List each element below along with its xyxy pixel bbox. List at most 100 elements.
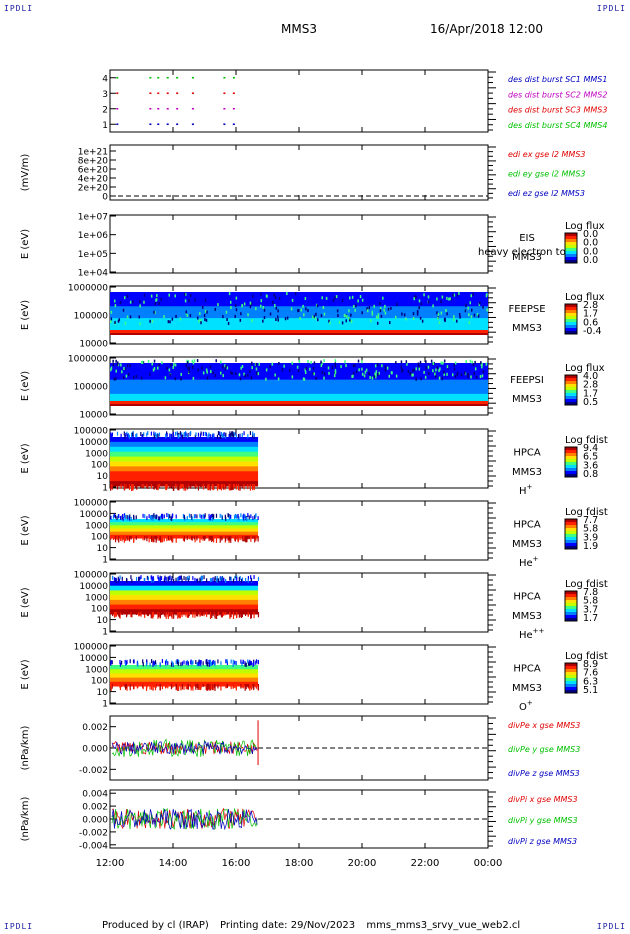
cbar-swatch-feepsi <box>565 378 577 382</box>
spectrogram-pixel-feepsi <box>231 371 233 375</box>
spectrogram-pixel-feepsi <box>355 370 358 374</box>
cbar-swatch-feepsi <box>565 387 577 391</box>
spectrogram-pixel-hpca_o <box>120 660 123 665</box>
spectrogram-pixel-feepse <box>334 296 336 300</box>
spectrogram-pixel-feepse <box>250 302 253 306</box>
series-line-divpe-1 <box>111 738 258 758</box>
spectrogram-pixel-hpca_h <box>153 484 155 490</box>
spectrogram-pixel-feepsi <box>481 365 483 369</box>
spectrogram-pixel-hpca_o <box>196 662 198 667</box>
spectrogram-pixel-hpca_h <box>143 484 145 488</box>
spectrogram-pixel-feepsi <box>374 372 376 376</box>
cbar-tick-feepsi: 0.5 <box>583 397 598 408</box>
spectrogram-pixel-feepse <box>200 321 202 325</box>
spectrogram-pixel-feepse <box>440 311 443 315</box>
spectrogram-pixel-hpca_he <box>237 516 239 521</box>
spectrogram-pixel-hpca_he <box>243 536 245 540</box>
spectrogram-pixel-hpca_h <box>166 432 168 437</box>
spectrogram-pixel-hpca_h <box>200 484 202 488</box>
spectrogram-pixel-hpca_o <box>142 659 144 664</box>
spectrogram-pixel-feepse <box>230 305 232 309</box>
spectrogram-pixel-hpca_h <box>209 434 211 439</box>
spectrogram-pixel-hpca_he <box>114 536 117 543</box>
spectrogram-pixel-feepsi <box>406 362 408 366</box>
spectrogram-pixel-hpca_h <box>158 432 161 437</box>
spectrogram-pixel-feepse <box>286 316 289 320</box>
spectrogram-pixel-hpca_he2 <box>244 577 247 582</box>
y-tick-label-divpi: -0.002 <box>79 828 108 838</box>
spectrogram-pixel-hpca_he <box>121 536 124 540</box>
spectrogram-pixel-hpca_h <box>126 431 128 436</box>
spectrogram-pixel-feepse <box>169 320 171 324</box>
burst-mark-sc2 <box>116 107 119 110</box>
spectrogram-pixel-feepsi <box>117 361 119 365</box>
spectrogram-pixel-feepse <box>387 307 390 311</box>
spectrogram-pixel-feepsi <box>475 375 478 379</box>
spectrogram-pixel-feepse <box>214 307 217 311</box>
spectrogram-pixel-hpca_h <box>200 431 202 436</box>
spectrogram-pixel-hpca_h <box>219 484 221 490</box>
spectrogram-pixel-hpca_h <box>178 433 180 438</box>
spectrogram-pixel-hpca_he <box>242 536 244 542</box>
spectrogram-pixel-hpca_he2 <box>146 612 148 616</box>
spectrogram-pixel-feepse <box>377 313 380 317</box>
cbar-swatch-eis <box>565 257 577 261</box>
spectrogram-pixel-hpca_h <box>180 434 182 439</box>
spectrogram-pixel-feepse <box>354 308 356 312</box>
spectrogram-pixel-hpca_he <box>112 536 115 541</box>
cbar-swatch-hpca_h <box>565 474 577 478</box>
spectrogram-pixel-feepsi <box>469 359 472 363</box>
spectrogram-pixel-hpca_he2 <box>192 576 194 581</box>
cbar-tick-hpca_o: 5.1 <box>583 685 598 696</box>
spectrogram-pixel-feepsi <box>321 362 323 366</box>
spectrogram-pixel-feepsi <box>352 364 355 368</box>
spectrogram-pixel-hpca_he <box>150 536 153 542</box>
spectrogram-pixel-feepse <box>167 320 170 324</box>
spectrogram-pixel-feepse <box>436 311 438 315</box>
spectrogram-pixel-feepsi <box>126 364 129 368</box>
spectrogram-pixel-feepse <box>168 293 171 297</box>
spectrogram-pixel-feepsi <box>115 369 117 373</box>
spectrogram-pixel-feepsi <box>427 371 430 375</box>
cbar-swatch-feepse <box>565 331 577 335</box>
spectrogram-pixel-hpca_he2 <box>201 612 204 616</box>
y-tick-label-hpca_o: 100 <box>91 677 108 687</box>
spectrogram-pixel-feepsi <box>191 365 194 369</box>
y-tick-label-eis: 1e+05 <box>78 250 108 260</box>
cbar-title-eis: Log flux <box>565 221 605 232</box>
spectrogram-pixel-hpca_h <box>140 484 142 488</box>
spectrogram-pixel-feepsi <box>352 374 354 378</box>
spectrogram-pixel-hpca_o <box>257 684 260 691</box>
spectrogram-pixel-feepse <box>276 315 279 319</box>
spectrogram-pixel-hpca_he <box>237 536 239 543</box>
y-axis-label-divpi: (nPa/km) <box>20 797 31 842</box>
spectrogram-pixel-hpca_he <box>130 516 132 521</box>
spectrogram-pixel-feepsi <box>241 365 244 369</box>
spectrogram-band-feepse <box>110 292 488 295</box>
spectrogram-pixel-feepsi <box>297 369 300 373</box>
cbar-swatch-eis <box>565 233 577 237</box>
spectrogram-pixel-hpca_h <box>146 484 148 488</box>
spectrogram-pixel-hpca_o <box>255 684 258 689</box>
spectrogram-pixel-feepse <box>143 300 145 304</box>
spectrogram-pixel-hpca_o <box>241 684 243 688</box>
spectrogram-pixel-feepse <box>453 315 455 319</box>
spectrogram-pixel-hpca_he2 <box>250 575 252 580</box>
spectrogram-pixel-hpca_h <box>252 484 254 491</box>
spectrogram-band-hpca_h <box>110 466 259 472</box>
spectrogram-band-hpca_he2 <box>110 585 259 591</box>
spectrogram-band-feepsi <box>110 389 488 392</box>
spectrogram-pixel-hpca_he2 <box>217 578 219 583</box>
spectrogram-band-hpca_h <box>110 437 259 443</box>
spectrogram-pixel-hpca_h <box>170 433 173 438</box>
spectrogram-pixel-hpca_o <box>170 662 173 667</box>
spectrogram-pixel-hpca_h <box>217 484 220 489</box>
spectrogram-pixel-hpca_he2 <box>131 578 133 583</box>
spectrogram-band-feepsi <box>110 401 488 404</box>
cbar-frame-eis <box>564 232 578 264</box>
spectrogram-pixel-hpca_he <box>209 516 212 521</box>
spectrogram-pixel-feepsi <box>400 365 402 369</box>
y-tick-label-burst: 3 <box>102 90 108 100</box>
spectrogram-pixel-hpca_he2 <box>196 578 198 583</box>
spectrogram-pixel-feepsi <box>358 368 360 372</box>
